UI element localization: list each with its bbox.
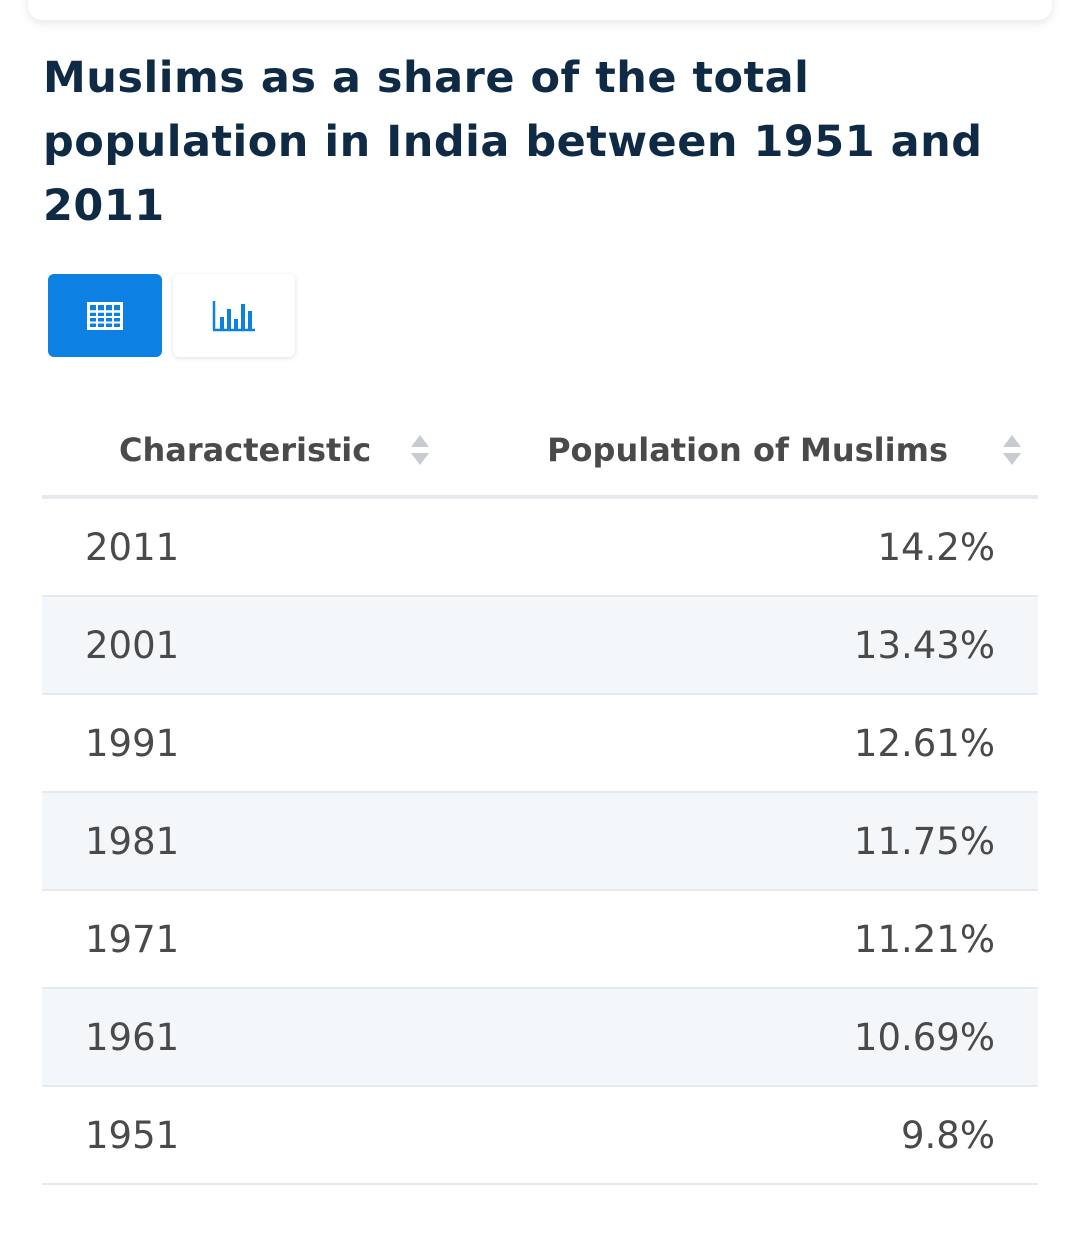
- table-row: 1951 9.8%: [42, 1086, 1038, 1185]
- chart-title: Muslims as a share of the total populati…: [43, 53, 983, 231]
- column-header-characteristic-label: Characteristic: [119, 431, 372, 469]
- table-row: 2001 13.43%: [42, 596, 1038, 695]
- value-cell: 14.2%: [483, 497, 1038, 597]
- table-row: 1961 10.69%: [42, 988, 1038, 1087]
- year-cell: 1981: [42, 792, 484, 891]
- value-cell: 10.69%: [483, 988, 1038, 1087]
- sort-icon[interactable]: [1000, 432, 1024, 468]
- table-header-row: Characteristic Population of Muslims: [42, 405, 1038, 499]
- column-header-population[interactable]: Population of Muslims: [483, 405, 1038, 499]
- year-cell: 1961: [42, 988, 484, 1087]
- year-cell: 1991: [42, 694, 484, 793]
- value-cell: 12.61%: [483, 694, 1038, 793]
- sort-icon[interactable]: [408, 432, 432, 468]
- top-card: [28, 0, 1052, 20]
- value-cell: 11.21%: [483, 890, 1038, 989]
- value-cell: 11.75%: [483, 792, 1038, 891]
- table-row: 2011 14.2%: [42, 497, 1038, 597]
- year-cell: 1971: [42, 890, 484, 989]
- view-toggle: [48, 274, 295, 357]
- value-cell: 9.8%: [483, 1086, 1038, 1185]
- year-cell: 2011: [42, 497, 484, 597]
- table-row: 1981 11.75%: [42, 792, 1038, 891]
- year-cell: 1951: [42, 1086, 484, 1185]
- table-icon: [87, 301, 123, 330]
- year-cell: 2001: [42, 596, 484, 695]
- column-header-population-label: Population of Muslims: [547, 431, 948, 469]
- table-row: 1991 12.61%: [42, 694, 1038, 793]
- data-table: Characteristic Population of Muslims: [42, 405, 1038, 1185]
- bar-chart-icon: [212, 300, 255, 331]
- column-header-characteristic[interactable]: Characteristic: [42, 405, 484, 499]
- value-cell: 13.43%: [483, 596, 1038, 695]
- table-row: 1971 11.21%: [42, 890, 1038, 989]
- table-view-button[interactable]: [48, 274, 162, 357]
- chart-view-button[interactable]: [173, 274, 295, 357]
